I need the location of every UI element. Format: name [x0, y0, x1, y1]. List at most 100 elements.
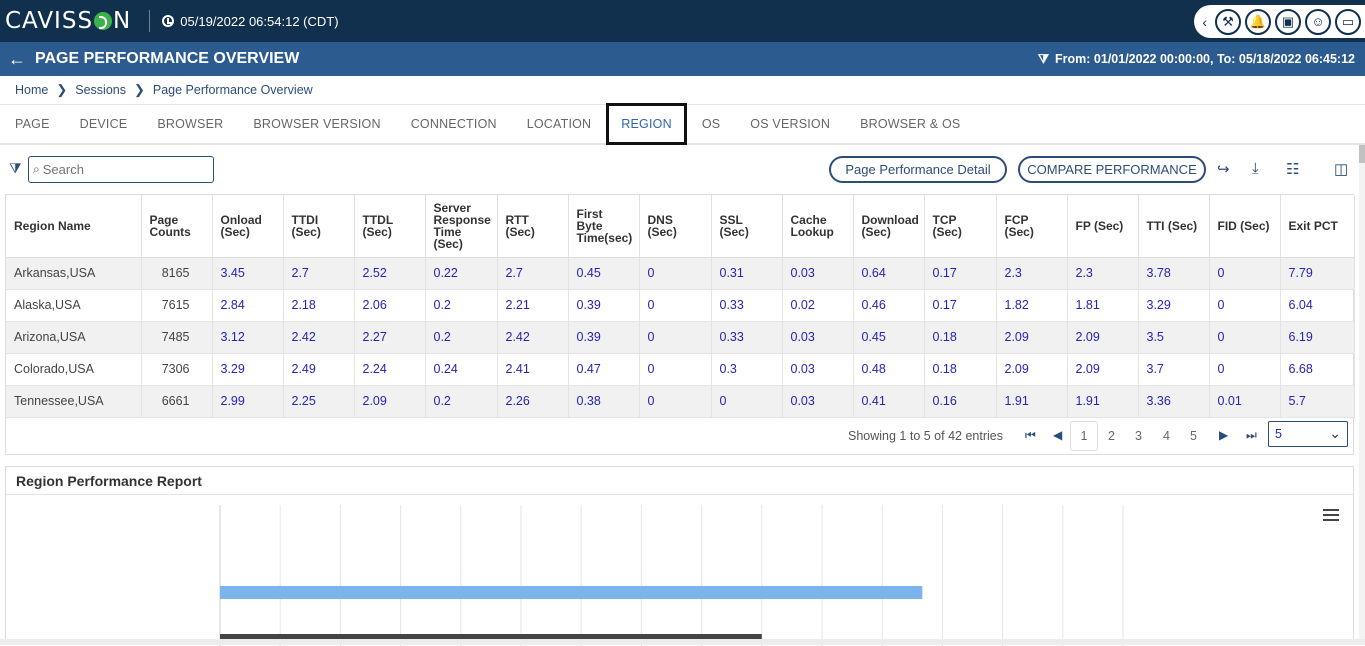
page-performance-detail-button[interactable]: Page Performance Detail [829, 156, 1007, 183]
table-cell[interactable]: 2.25 [283, 385, 355, 418]
table-cell[interactable]: 0.03 [782, 353, 854, 386]
column-header[interactable]: First Byte Time(sec) [568, 195, 640, 258]
table-cell[interactable]: 2.7 [283, 257, 355, 290]
table-cell[interactable]: 2.3 [996, 257, 1068, 290]
column-header[interactable]: RTT (Sec) [497, 195, 569, 258]
table-cell[interactable]: 5.7 [1280, 385, 1355, 418]
table-cell[interactable]: 1.91 [996, 385, 1068, 418]
tab-browser[interactable]: BROWSER [157, 117, 224, 131]
column-header[interactable]: SSL (Sec) [711, 195, 783, 258]
table-cell[interactable]: 2.42 [497, 321, 569, 354]
table-cell[interactable]: 3.78 [1138, 257, 1210, 290]
tab-location[interactable]: LOCATION [526, 117, 592, 131]
table-cell[interactable]: 2.06 [354, 289, 426, 322]
breadcrumb-sessions[interactable]: Sessions [75, 83, 126, 97]
table-cell[interactable]: 2.42 [283, 321, 355, 354]
table-cell[interactable]: 0.33 [711, 321, 783, 354]
table-cell[interactable]: 0.39 [568, 321, 640, 354]
table-cell[interactable]: 0.17 [924, 257, 997, 290]
table-cell[interactable]: 0 [1209, 257, 1281, 290]
table-cell[interactable]: 0 [639, 321, 712, 354]
chevron-left-icon[interactable]: ‹ [1202, 13, 1207, 30]
table-cell[interactable]: 0.17 [924, 289, 997, 322]
table-cell[interactable]: 2.99 [212, 385, 284, 418]
table-cell[interactable]: 0.33 [711, 289, 783, 322]
table-cell[interactable]: 0 [1209, 321, 1281, 354]
table-cell[interactable]: 2.49 [283, 353, 355, 386]
column-header[interactable]: FID (Sec) [1209, 195, 1281, 258]
table-cell[interactable]: 3.45 [212, 257, 284, 290]
table-row[interactable]: Arkansas,USA 8165 3.45 2.7 2.52 0.22 2.7 0.45 0 0… [6, 257, 1355, 290]
table-cell[interactable]: 2.09 [354, 385, 426, 418]
tab-region[interactable]: REGION [606, 103, 687, 145]
table-cell[interactable]: 0.2 [425, 289, 498, 322]
table-cell[interactable]: 2.18 [283, 289, 355, 322]
column-header[interactable]: FCP (Sec) [996, 195, 1068, 258]
page-1[interactable]: 1 [1070, 421, 1098, 451]
column-header[interactable]: TTDL (Sec) [354, 195, 426, 258]
hamburger-menu-icon[interactable] [1323, 509, 1339, 524]
bell-icon[interactable]: 🔔 [1245, 8, 1271, 35]
filter-icon[interactable]: ⧩ [9, 160, 22, 176]
column-header[interactable]: Download (Sec) [853, 195, 925, 258]
scrollbar[interactable] [1359, 145, 1365, 645]
table-cell[interactable]: 2.52 [354, 257, 426, 290]
table-cell[interactable]: 2.7 [497, 257, 569, 290]
column-toggle-icon[interactable]: ◫ [1334, 161, 1349, 178]
table-cell[interactable]: 2.24 [354, 353, 426, 386]
table-row[interactable]: Arizona,USA 7485 3.12 2.42 2.27 0.2 2.42 0.39 0 0… [6, 321, 1355, 354]
table-cell[interactable]: 0.31 [711, 257, 783, 290]
table-cell[interactable]: 2.41 [497, 353, 569, 386]
table-row[interactable]: Alaska,USA 7615 2.84 2.18 2.06 0.2 2.21 0.39 0 0.… [6, 289, 1355, 322]
column-header[interactable]: TTDI (Sec) [283, 195, 355, 258]
page-4[interactable]: 4 [1163, 429, 1170, 443]
tab-connection[interactable]: CONNECTION [410, 117, 497, 131]
time-range[interactable]: ⧩ From: 01/01/2022 00:00:00, To: 05/18/2… [1038, 52, 1355, 67]
tools-icon[interactable]: ⚒ [1215, 8, 1241, 35]
table-cell[interactable]: 3.29 [1138, 289, 1210, 322]
table-cell[interactable]: 0.24 [425, 353, 498, 386]
tab-os[interactable]: OS [701, 117, 721, 131]
tab-browser-version[interactable]: BROWSER VERSION [253, 117, 381, 131]
table-cell[interactable]: 0.22 [425, 257, 498, 290]
table-cell[interactable]: 0 [639, 289, 712, 322]
table-cell[interactable]: 0.41 [853, 385, 925, 418]
column-header[interactable]: Exit PCT [1280, 195, 1355, 258]
table-cell[interactable]: 3.36 [1138, 385, 1210, 418]
table-cell[interactable]: 1.82 [996, 289, 1068, 322]
table-cell[interactable]: 2.3 [1067, 257, 1139, 290]
table-cell[interactable]: 6.68 [1280, 353, 1355, 386]
table-cell[interactable]: 0.02 [782, 289, 854, 322]
table-cell[interactable]: 2.21 [497, 289, 569, 322]
table-cell[interactable]: 0.64 [853, 257, 925, 290]
column-header[interactable]: Region Name [6, 195, 142, 258]
table-cell[interactable]: 0.03 [782, 321, 854, 354]
table-cell[interactable]: 2.09 [996, 353, 1068, 386]
table-cell[interactable]: 0 [1209, 289, 1281, 322]
table-cell[interactable]: 3.29 [212, 353, 284, 386]
table-cell[interactable]: 0.03 [782, 385, 854, 418]
table-cell[interactable]: 0.01 [1209, 385, 1281, 418]
table-cell[interactable]: 0 [639, 353, 712, 386]
user-icon[interactable]: ☺ [1305, 8, 1331, 35]
back-arrow-icon[interactable]: ← [8, 48, 26, 69]
table-cell[interactable]: 0.2 [425, 385, 498, 418]
table-cell[interactable]: 0.2 [425, 321, 498, 354]
tab-browser-os[interactable]: BROWSER & OS [860, 117, 961, 131]
tab-os-version[interactable]: OS VERSION [750, 117, 831, 131]
page-3[interactable]: 3 [1135, 429, 1142, 443]
last-page-icon[interactable]: ⏭ [1246, 428, 1257, 442]
report-search-icon[interactable]: ☷ [1286, 161, 1300, 178]
column-header[interactable]: FP (Sec) [1067, 195, 1139, 258]
table-cell[interactable]: 6.19 [1280, 321, 1355, 354]
column-header[interactable]: Server Response Time (Sec) [425, 195, 498, 258]
table-cell[interactable]: 2.84 [212, 289, 284, 322]
table-cell[interactable]: 0.47 [568, 353, 640, 386]
table-cell[interactable]: 6.04 [1280, 289, 1355, 322]
table-cell[interactable]: 0 [639, 385, 712, 418]
export-icon[interactable]: ↪ [1217, 161, 1230, 178]
table-cell[interactable]: 3.5 [1138, 321, 1210, 354]
table-cell[interactable]: 2.09 [996, 321, 1068, 354]
table-cell[interactable]: 2.09 [1067, 353, 1139, 386]
bar-series-1[interactable] [220, 586, 923, 599]
